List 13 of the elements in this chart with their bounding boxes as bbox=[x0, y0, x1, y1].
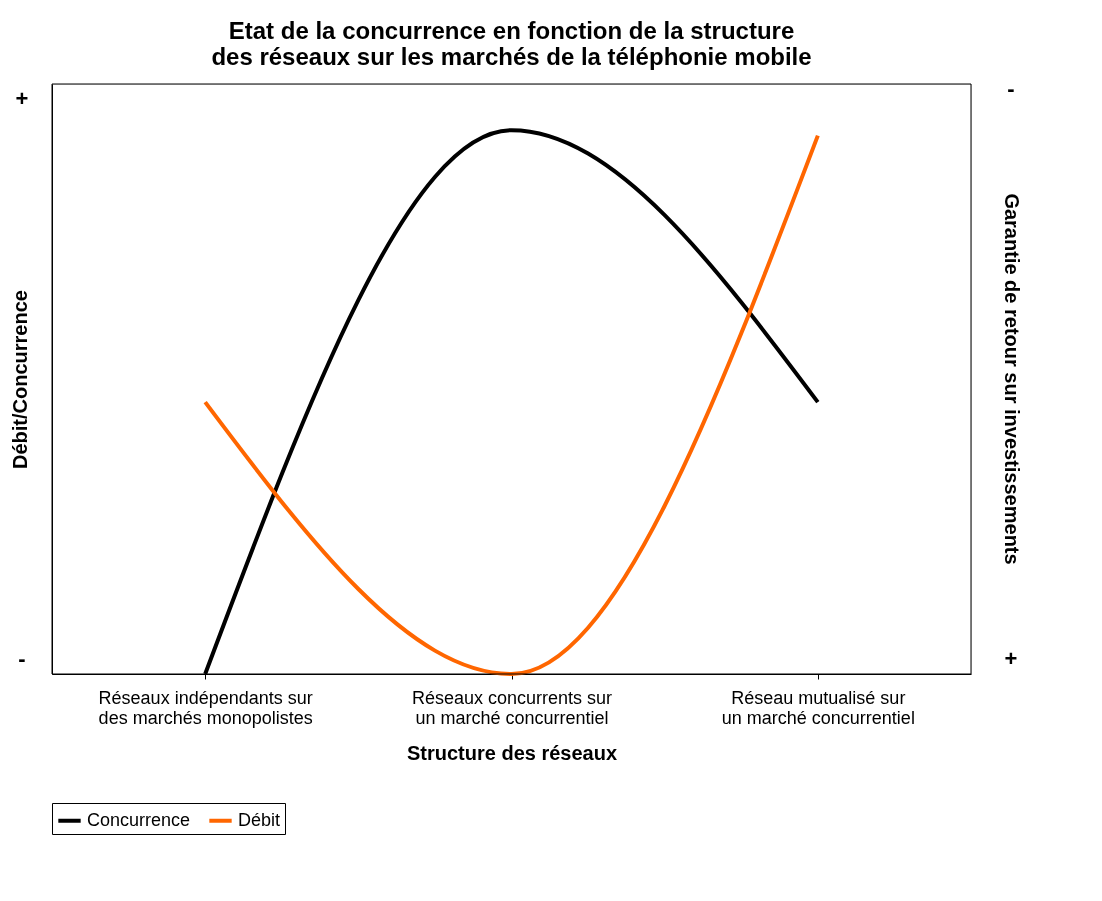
chart-title: Etat de la concurrence en fonction de la structure des réseaux sur les marchés de la téléphonie mobile bbox=[211, 17, 812, 70]
y2-axis-title: Garantie de retour sur investissements bbox=[1001, 193, 1023, 565]
text: + bbox=[15, 86, 29, 111]
y-axis-title: Débit/Concurrence bbox=[8, 290, 31, 469]
text: - bbox=[1007, 76, 1015, 101]
x-tick-label: Réseaux concurrents sur un marché concurrentiel bbox=[411, 687, 613, 728]
text: + bbox=[1004, 646, 1018, 671]
x-tick-label: Réseaux indépendants sur des marchés monopolistes bbox=[98, 687, 313, 728]
x-axis-title: Structure des réseaux bbox=[406, 741, 618, 764]
legend-label: Concurrence bbox=[87, 809, 191, 830]
x-tick-label: Réseau mutualisé sur un marché concurrentiel bbox=[721, 687, 915, 728]
legend-label: Débit bbox=[238, 809, 281, 830]
text: - bbox=[18, 646, 26, 671]
